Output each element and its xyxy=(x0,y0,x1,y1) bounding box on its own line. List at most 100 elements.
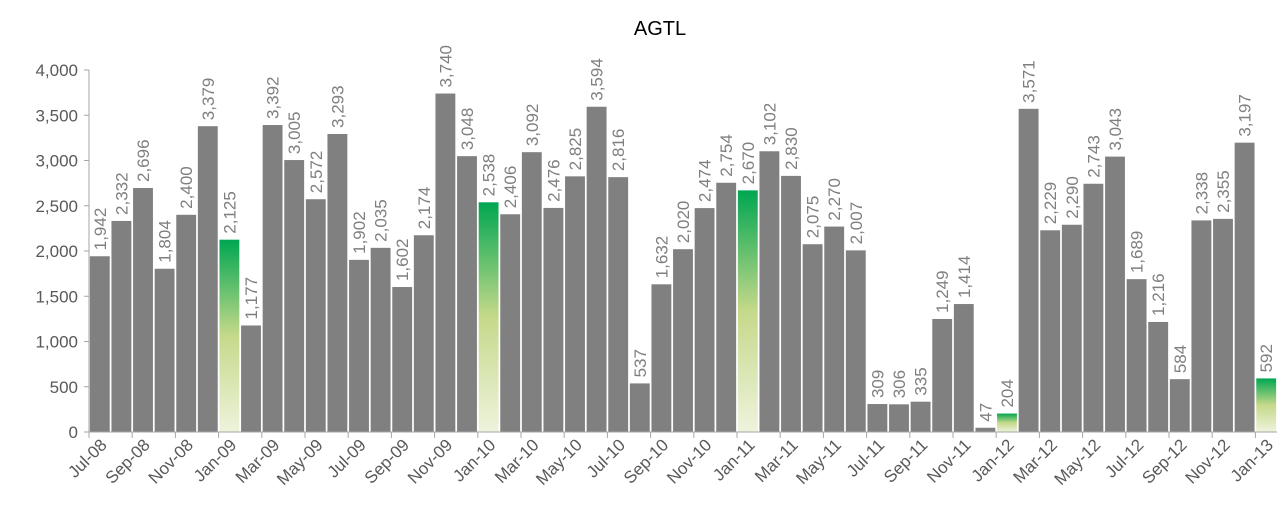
data-label: 2,816 xyxy=(609,129,628,172)
x-tick-label: Mar-11 xyxy=(751,435,802,486)
bar xyxy=(521,152,542,433)
bar-highlight xyxy=(478,202,499,432)
bar xyxy=(413,235,434,432)
bar xyxy=(694,208,715,432)
data-label: 1,689 xyxy=(1128,231,1147,274)
y-tick-label: 1,000 xyxy=(35,333,78,352)
bar xyxy=(608,177,629,432)
bar xyxy=(543,207,564,432)
bar xyxy=(1083,183,1104,432)
bar xyxy=(802,244,823,432)
data-label: 2,290 xyxy=(1063,176,1082,219)
bar xyxy=(1191,220,1212,432)
x-tick-label: Jan-10 xyxy=(449,435,499,485)
x-tick-label: Nov-08 xyxy=(145,435,197,487)
data-label: 3,102 xyxy=(760,103,779,146)
chart-title: AGTL xyxy=(634,18,686,40)
data-label: 1,632 xyxy=(652,236,671,279)
data-label: 2,538 xyxy=(480,154,499,197)
bar xyxy=(435,93,456,432)
bar xyxy=(910,401,931,432)
y-tick-label: 500 xyxy=(50,378,78,397)
bar xyxy=(1018,108,1039,432)
bar xyxy=(262,125,283,433)
data-label: 2,830 xyxy=(782,127,801,170)
data-label: 3,043 xyxy=(1106,108,1125,151)
bar xyxy=(327,133,348,433)
bar xyxy=(759,151,780,432)
x-tick-label: May-09 xyxy=(273,435,327,489)
data-label: 3,005 xyxy=(285,112,304,155)
data-label: 2,743 xyxy=(1084,135,1103,178)
bar xyxy=(975,427,996,432)
data-label: 2,229 xyxy=(1041,182,1060,225)
data-label: 3,197 xyxy=(1236,94,1255,137)
bar-highlight xyxy=(997,413,1017,432)
y-tick-label: 4,000 xyxy=(35,61,78,80)
x-tick-label: Sep-09 xyxy=(361,435,413,487)
data-label: 1,804 xyxy=(156,220,175,263)
data-label: 3,740 xyxy=(436,45,455,88)
data-label: 2,572 xyxy=(307,151,326,194)
x-tick-label: Jan-12 xyxy=(968,435,1018,485)
data-label: 2,075 xyxy=(804,196,823,239)
bar xyxy=(716,182,737,432)
bar xyxy=(370,247,391,432)
bars xyxy=(89,93,1277,433)
y-tick-label: 2,500 xyxy=(35,197,78,216)
data-label: 2,355 xyxy=(1214,170,1233,213)
data-label: 306 xyxy=(890,370,909,398)
data-label: 335 xyxy=(912,367,931,395)
bar xyxy=(500,214,521,432)
data-label: 2,007 xyxy=(847,202,866,245)
x-axis: Jul-08Sep-08Nov-08Jan-09Mar-09May-09Jul-… xyxy=(64,431,1277,489)
data-label: 204 xyxy=(998,379,1017,407)
data-label: 3,392 xyxy=(264,76,283,119)
data-label: 1,942 xyxy=(91,208,110,251)
data-label: 1,902 xyxy=(350,211,369,254)
bar-highlight xyxy=(737,190,758,432)
data-label: 2,825 xyxy=(566,128,585,171)
bar xyxy=(565,176,585,432)
bar xyxy=(392,287,413,432)
data-label: 1,177 xyxy=(242,277,261,320)
bar xyxy=(1040,230,1061,432)
data-label: 2,035 xyxy=(372,199,391,242)
x-tick-label: Nov-09 xyxy=(404,435,456,487)
x-tick-label: May-11 xyxy=(792,435,845,488)
x-tick-label: Jan-11 xyxy=(709,435,758,484)
bar xyxy=(241,325,261,432)
data-label: 3,293 xyxy=(328,85,347,128)
bar xyxy=(176,214,197,432)
bar xyxy=(1213,218,1233,432)
data-label: 309 xyxy=(868,370,887,398)
data-label: 584 xyxy=(1171,345,1190,373)
bar xyxy=(953,304,974,432)
bar xyxy=(1105,156,1125,433)
data-label: 2,406 xyxy=(501,166,520,209)
data-label: 1,602 xyxy=(393,238,412,281)
bar xyxy=(932,318,953,432)
y-tick-label: 3,000 xyxy=(35,152,78,171)
data-label: 1,249 xyxy=(933,270,952,313)
bar xyxy=(349,259,369,432)
x-tick-label: Sep-11 xyxy=(880,435,931,486)
bar xyxy=(1061,224,1082,432)
y-tick-label: 3,500 xyxy=(35,106,78,125)
y-tick-label: 0 xyxy=(69,423,78,442)
data-label: 592 xyxy=(1257,344,1276,372)
bar xyxy=(845,250,866,432)
y-tick-label: 1,500 xyxy=(35,287,78,306)
bar xyxy=(651,284,672,432)
data-label: 2,670 xyxy=(739,142,758,185)
data-label: 3,379 xyxy=(199,78,218,121)
bar xyxy=(111,220,132,432)
bar xyxy=(629,383,650,432)
data-label: 3,571 xyxy=(1020,60,1039,103)
bar xyxy=(1148,321,1169,432)
data-label: 2,270 xyxy=(825,178,844,221)
x-tick-label: Sep-08 xyxy=(102,435,154,487)
x-tick-label: Nov-10 xyxy=(663,435,715,487)
bar xyxy=(133,188,153,432)
